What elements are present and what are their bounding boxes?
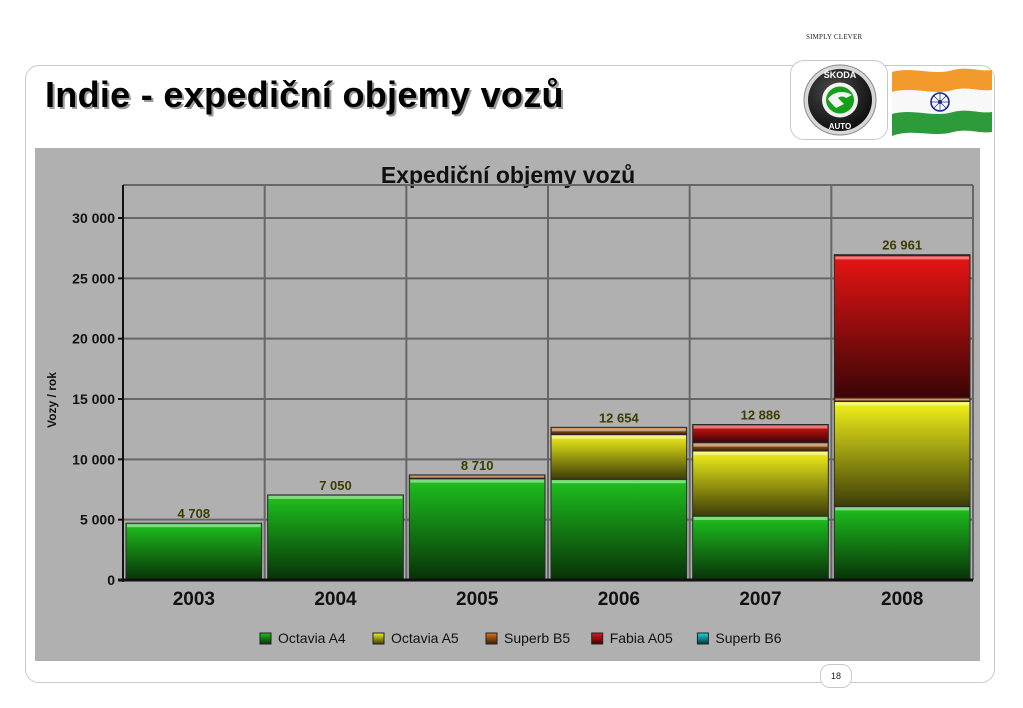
chart-panel: Expediční objemy vozů 0 5 000 10 000 15 000… xyxy=(35,148,980,661)
x-tick-label-2006: 2006 xyxy=(598,589,640,610)
y-tick-label: 30 000 xyxy=(72,210,115,226)
legend-swatch-fabia-a05 xyxy=(591,632,604,645)
bar-segment-highlight xyxy=(552,428,686,432)
y-tick-label: 10 000 xyxy=(72,451,115,467)
bar-segment-highlight xyxy=(835,256,969,260)
legend-swatch-superb-b6 xyxy=(696,632,709,645)
legend-label-octavia-a5: Octavia A5 xyxy=(391,630,459,646)
bar-segment-highlight xyxy=(127,524,261,528)
bar-segment-superb-b5-2006 xyxy=(550,426,688,436)
legend-label-fabia-a05: Fabia A05 xyxy=(610,630,673,646)
legend-swatch-superb-b5 xyxy=(485,632,498,645)
bar-segment-octavia-a5-2008 xyxy=(833,400,971,507)
bar-segment-highlight xyxy=(693,517,828,521)
bar-segment-highlight xyxy=(410,479,544,483)
legend-label-superb-b5: Superb B5 xyxy=(504,630,570,646)
bar-segment-highlight xyxy=(835,398,969,401)
total-label-2008: 26 961 xyxy=(882,238,922,253)
legend-swatch-octavia-a4 xyxy=(259,632,272,645)
total-label-2004: 7 050 xyxy=(319,478,352,493)
total-label-2003: 4 708 xyxy=(178,506,211,521)
tagline: SIMPLY CLEVER xyxy=(806,33,863,41)
bar-segment-highlight xyxy=(552,480,686,484)
bar-segment-octavia-a4-2007 xyxy=(692,515,829,581)
logo-text-top: ŠKODA xyxy=(824,69,857,80)
bar-segment-octavia-a5-2006 xyxy=(550,434,688,480)
total-label-2007: 12 886 xyxy=(741,408,781,423)
x-tick-label-2003: 2003 xyxy=(173,589,215,610)
legend-label-octavia-a4: Octavia A4 xyxy=(278,630,346,646)
bar-segment-highlight xyxy=(693,451,828,455)
x-tick-label-2007: 2007 xyxy=(739,589,781,610)
y-tick-label: 20 000 xyxy=(72,331,115,347)
total-label-2006: 12 654 xyxy=(599,410,640,425)
x-tick-label-2004: 2004 xyxy=(314,589,357,610)
slide-title: Indie - expediční objemy vozů xyxy=(45,74,564,115)
chart-title: Expediční objemy vozů xyxy=(381,162,635,188)
bar-segment-octavia-a4-2003 xyxy=(125,522,263,581)
bar-segment-fabia-a05-2007 xyxy=(692,424,829,444)
bar-segment-superb-b6-2008 xyxy=(833,254,971,257)
bar-segment-highlight xyxy=(552,435,686,439)
page-number: 18 xyxy=(830,671,841,681)
legend-label-superb-b6: Superb B6 xyxy=(715,630,781,646)
bar-segment-highlight xyxy=(693,443,828,447)
bar-segment-octavia-a5-2007 xyxy=(692,450,829,517)
y-tick-label: 0 xyxy=(107,572,115,588)
bar-segment-highlight xyxy=(835,507,969,511)
bar-segment-fabia-a05-2008 xyxy=(833,254,971,399)
bar-segment-highlight xyxy=(268,495,403,499)
bar-segment-highlight xyxy=(410,475,544,478)
india-flag-icon xyxy=(892,68,992,136)
bar-segment-octavia-a4-2004 xyxy=(267,494,404,581)
bar-segment-octavia-a4-2008 xyxy=(833,505,971,581)
legend-swatch-octavia-a5 xyxy=(372,632,385,645)
y-axis-title: Vozy / rok xyxy=(45,372,59,428)
bar-segment-octavia-a4-2006 xyxy=(550,478,688,581)
stacked-bar-chart: Expediční objemy vozů 0 5 000 10 000 15 000… xyxy=(45,162,974,646)
bar-segment-superb-b5-2005 xyxy=(408,474,546,480)
y-tick-label: 5 000 xyxy=(80,512,115,528)
logo-text-bottom: AUTO xyxy=(829,122,852,131)
page-number-tab xyxy=(820,664,852,688)
skoda-logo: ŠKODA AUTO xyxy=(803,64,877,136)
total-label-2005: 8 710 xyxy=(461,458,494,473)
y-tick-label: 15 000 xyxy=(72,391,115,407)
y-tick-label: 25 000 xyxy=(72,270,115,286)
x-tick-label-2005: 2005 xyxy=(456,589,499,610)
bar-segment-highlight xyxy=(835,402,969,406)
bar-segment-octavia-a4-2005 xyxy=(408,478,546,581)
x-tick-label-2008: 2008 xyxy=(881,589,923,610)
bar-segment-highlight xyxy=(693,425,828,429)
